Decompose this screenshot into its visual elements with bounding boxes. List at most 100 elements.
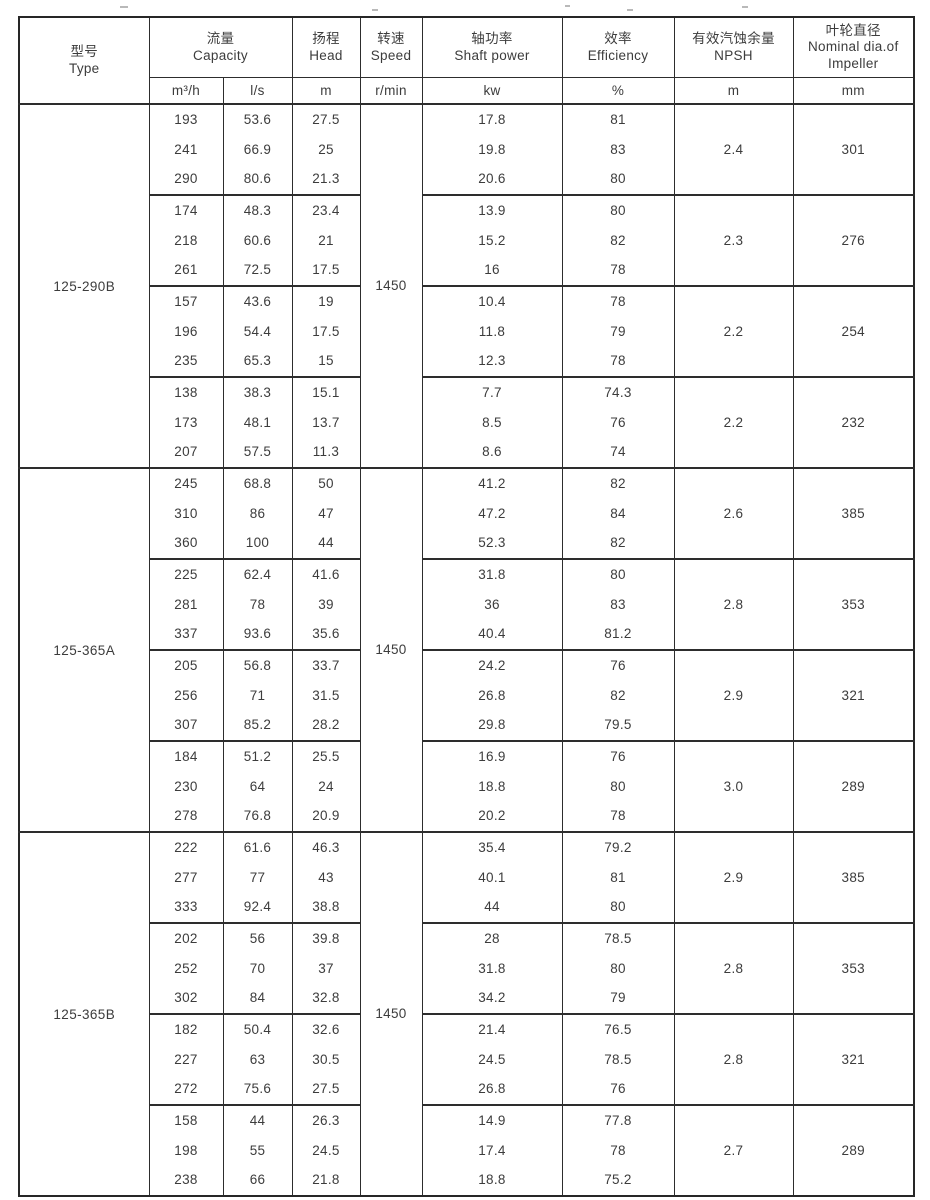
capacity-ls-value: 62.4: [243, 567, 272, 583]
efficiency-stack: 74.3 76 74: [563, 378, 674, 467]
impeller-cell: 385: [792, 467, 915, 560]
pump-specification-table: 型号 Type 流量 Capacity 扬程 Head 转速 Speed 轴功率: [18, 16, 915, 1197]
head-stack: 27.5 25 21.3: [293, 105, 360, 194]
capacity-ls-value: 55: [249, 1142, 266, 1158]
head-value: 50: [318, 476, 334, 492]
head-stack: 26.3 24.5 21.8: [293, 1106, 360, 1195]
efficiency-value: 75.2: [604, 1172, 632, 1188]
head-stack: 23.4 21 17.5: [293, 196, 360, 285]
capacity-m3h-value: 360: [174, 535, 198, 551]
capacity-m3h-value: 182: [174, 1022, 198, 1038]
head-value: 24.5: [312, 1142, 340, 1158]
efficiency-cell: 77.8 78 75.2: [561, 1104, 675, 1197]
capacity-m3h-cell: 225 281 337: [148, 558, 224, 651]
capacity-m3h-cell: 222 277 333: [148, 831, 224, 924]
capacity-m3h-value: 174: [174, 203, 198, 219]
unit-head: m: [291, 76, 361, 105]
unit-ls: l/s: [222, 76, 293, 105]
shaft-power-cell: 31.8 36 40.4: [421, 558, 563, 651]
efficiency-value: 80: [610, 778, 626, 794]
col-header-efficiency-zh: 效率: [604, 31, 632, 47]
scan-artifact: [372, 9, 378, 11]
capacity-m3h-value: 207: [174, 444, 198, 460]
head-value: 37: [318, 960, 334, 976]
unit-speed: r/min: [359, 76, 423, 105]
capacity-ls-value: 75.6: [243, 1081, 272, 1097]
shaft-power-value: 16: [484, 262, 500, 278]
shaft-power-value: 11.8: [478, 323, 506, 339]
pump-type-cell: 125-365B: [18, 831, 150, 1197]
pump-type-value: 125-365B: [53, 1006, 116, 1022]
efficiency-value: 78.5: [604, 931, 632, 947]
capacity-ls-value: 66.9: [243, 141, 272, 157]
capacity-ls-value: 57.5: [243, 444, 272, 460]
impeller-value: 276: [841, 232, 865, 248]
capacity-ls-value: 54.4: [243, 323, 272, 339]
head-stack: 41.6 39 35.6: [293, 560, 360, 649]
shaft-power-stack: 17.8 19.8 20.6: [423, 105, 562, 194]
head-cell: 23.4 21 17.5: [291, 194, 361, 287]
head-value: 20.9: [312, 808, 340, 824]
efficiency-value: 80: [610, 899, 626, 915]
capacity-m3h-cell: 174 218 261: [148, 194, 224, 287]
capacity-ls-value: 63: [249, 1051, 266, 1067]
shaft-power-cell: 24.2 26.8 29.8: [421, 649, 563, 742]
capacity-m3h-value: 230: [174, 778, 198, 794]
head-value: 23.4: [312, 203, 340, 219]
efficiency-value: 80: [610, 960, 626, 976]
col-header-type-en: Type: [69, 60, 100, 76]
shaft-power-stack: 10.4 11.8 12.3: [423, 287, 562, 376]
capacity-ls-cell: 56.8 71 85.2: [222, 649, 293, 742]
efficiency-cell: 76 82 79.5: [561, 649, 675, 742]
shaft-power-value: 40.1: [478, 869, 506, 885]
head-cell: 32.6 30.5 27.5: [291, 1013, 361, 1106]
head-value: 44: [318, 535, 334, 551]
capacity-ls-value: 70: [249, 960, 266, 976]
head-value: 38.8: [312, 899, 340, 915]
spec-block-row: 158 198 238 44 55 66 26.3 24.5 21.8 14.9 17.4 18.8 7…: [19, 1104, 915, 1197]
capacity-m3h-stack: 157 196 235: [150, 287, 223, 376]
shaft-power-value: 10.4: [478, 294, 506, 310]
capacity-m3h-value: 272: [174, 1081, 198, 1097]
shaft-power-stack: 24.2 26.8 29.8: [423, 651, 562, 740]
capacity-ls-stack: 68.8 86 100: [224, 469, 292, 558]
capacity-m3h-stack: 222 277 333: [150, 833, 223, 922]
shaft-power-stack: 13.9 15.2 16: [423, 196, 562, 285]
capacity-ls-stack: 50.4 63 75.6: [224, 1015, 292, 1104]
efficiency-stack: 77.8 78 75.2: [563, 1106, 674, 1195]
pump-type-cell: 125-365A: [18, 467, 150, 833]
head-value: 15.1: [312, 385, 340, 401]
head-value: 43: [318, 869, 334, 885]
col-header-npsh: 有效汽蚀余量 NPSH: [673, 16, 794, 78]
efficiency-value: 80: [610, 171, 626, 187]
efficiency-cell: 76.5 78.5 76: [561, 1013, 675, 1106]
col-header-speed-zh: 转速: [377, 31, 405, 47]
capacity-m3h-cell: 182 227 272: [148, 1013, 224, 1106]
efficiency-value: 82: [610, 232, 626, 248]
efficiency-value: 84: [610, 505, 626, 521]
capacity-m3h-value: 227: [174, 1051, 198, 1067]
efficiency-stack: 78.5 80 79: [563, 924, 674, 1013]
efficiency-value: 78: [610, 353, 626, 369]
shaft-power-stack: 31.8 36 40.4: [423, 560, 562, 649]
capacity-m3h-value: 261: [174, 262, 198, 278]
capacity-ls-stack: 51.2 64 76.8: [224, 742, 292, 831]
scan-artifact: [627, 9, 633, 11]
shaft-power-value: 31.8: [478, 960, 506, 976]
capacity-m3h-value: 235: [174, 353, 198, 369]
shaft-power-value: 20.2: [478, 808, 506, 824]
capacity-m3h-value: 302: [174, 990, 198, 1006]
shaft-power-value: 19.8: [478, 141, 506, 157]
shaft-power-value: 18.8: [478, 778, 506, 794]
capacity-ls-stack: 62.4 78 93.6: [224, 560, 292, 649]
shaft-power-value: 26.8: [478, 687, 506, 703]
capacity-m3h-cell: 158 198 238: [148, 1104, 224, 1197]
capacity-m3h-value: 222: [174, 840, 198, 856]
capacity-ls-cell: 44 55 66: [222, 1104, 293, 1197]
head-cell: 50 47 44: [291, 467, 361, 560]
spec-block-row: 138 173 207 38.3 48.1 57.5 15.1 13.7 11.3 7.7 8.5 8…: [19, 376, 915, 469]
spec-block-row: 157 196 235 43.6 54.4 65.3 19 17.5 15 10.4 11.8 12.…: [19, 285, 915, 378]
capacity-m3h-value: 310: [174, 505, 198, 521]
col-header-type-zh: 型号: [70, 44, 99, 60]
head-value: 27.5: [312, 1081, 340, 1097]
